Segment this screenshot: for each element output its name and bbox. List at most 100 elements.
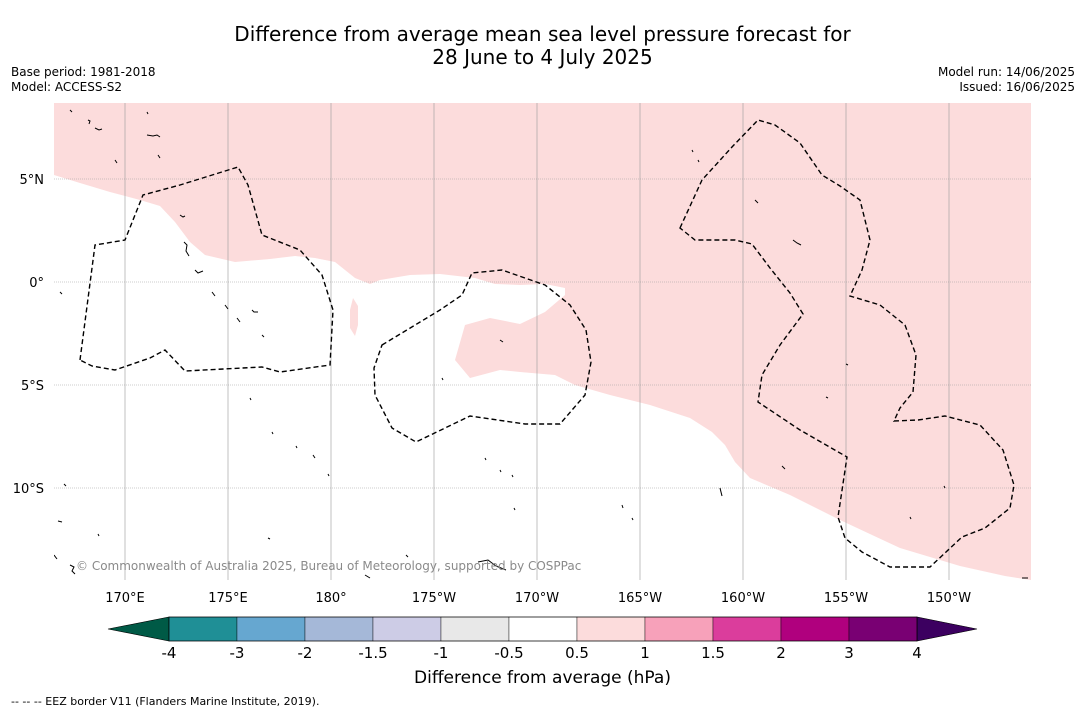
colorbar-bin: [848, 616, 918, 642]
island: [513, 507, 516, 511]
island: [719, 487, 723, 497]
colorbar-bin: [712, 616, 782, 642]
colorbar-tick-label: -1.5: [358, 644, 387, 662]
island: [157, 154, 161, 159]
colorbar-bin: [780, 616, 850, 642]
colorbar-bin: [236, 616, 306, 642]
island: [754, 199, 759, 204]
colorbar-bin: [576, 616, 646, 642]
island: [792, 239, 802, 246]
colorbar-tick-label: -1: [434, 644, 449, 662]
lon-label-165w: 165°W: [618, 591, 662, 606]
colorbar-bin: [372, 616, 442, 642]
lat-label-5s: 5°S: [21, 379, 44, 394]
island: [825, 396, 829, 399]
lon-label-180: 180°: [315, 591, 346, 606]
island: [63, 483, 67, 487]
island: [511, 474, 514, 478]
island: [441, 377, 444, 381]
base-period: Base period: 1981-2018: [11, 65, 156, 79]
island: [295, 445, 298, 449]
island: [621, 504, 624, 509]
island: [781, 465, 786, 470]
lat-label-10s: 10°S: [13, 482, 44, 497]
colorbar-title: Difference from average (hPa): [414, 668, 671, 688]
island: [97, 533, 100, 537]
island: [179, 214, 186, 218]
chart-title-line2: 28 June to 4 July 2025: [432, 45, 653, 69]
anomaly-region: [54, 103, 1031, 580]
island: [845, 363, 849, 366]
colorbar-bin: [168, 616, 238, 642]
island: [691, 149, 694, 153]
island: [94, 127, 103, 131]
issued-date: Issued: 16/06/2025: [959, 80, 1075, 94]
lon-label-160w: 160°W: [721, 591, 765, 606]
lat-label-5n: 5°N: [20, 173, 45, 188]
colorbar-tick-label: -3: [230, 644, 245, 662]
lat-label-0: 0°: [29, 276, 44, 291]
colorbar-tick-label: 1.5: [701, 644, 725, 662]
island: [236, 317, 241, 323]
colorbar-tick-label: 1: [640, 644, 650, 662]
eez-footnote: -- -- -- EEZ border V11 (Flanders Marine…: [11, 695, 320, 708]
copyright-notice: © Commonwealth of Australia 2025, Bureau…: [76, 559, 582, 573]
island: [697, 159, 700, 163]
island: [312, 454, 316, 459]
island: [364, 574, 371, 579]
island: [327, 473, 330, 477]
island: [87, 119, 91, 125]
eez-border-tuvalu: [79, 166, 334, 373]
island: [267, 537, 271, 540]
colorbar-tick-label: 3: [844, 644, 854, 662]
model-run-date: Model run: 14/06/2025: [937, 65, 1075, 79]
colorbar-tick-label: 2: [776, 644, 786, 662]
island: [251, 309, 258, 313]
island: [54, 554, 58, 560]
eez-border-kiribati-line: [679, 119, 1015, 568]
colorbar-tick-label: 4: [912, 644, 922, 662]
model-name: Model: ACCESS-S2: [11, 80, 123, 94]
island: [194, 269, 204, 274]
island: [249, 397, 252, 401]
anomaly-island-region: [350, 298, 358, 336]
chart-title-line1: Difference from average mean sea level p…: [234, 22, 851, 46]
island: [211, 291, 216, 297]
island: [146, 111, 149, 115]
island: [484, 457, 487, 461]
island: [631, 517, 634, 521]
colorbar-bin: [440, 616, 510, 642]
colorbar-frame: [168, 616, 918, 642]
eez-border-tokelau: [373, 269, 592, 443]
island: [69, 109, 73, 113]
island: [183, 241, 190, 257]
lon-label-170e: 170°E: [105, 591, 145, 606]
colorbar-tick-label: -4: [162, 644, 177, 662]
colorbar-bin: [508, 616, 578, 642]
island: [477, 559, 507, 571]
colorbar-tick-label: -0.5: [494, 644, 523, 662]
lon-label-175w: 175°W: [412, 591, 456, 606]
colorbar-bin: [304, 616, 374, 642]
island: [114, 159, 118, 164]
colorbar-high-extend: [916, 616, 978, 642]
lon-label-150w: 150°W: [927, 591, 971, 606]
lon-label-170w: 170°W: [515, 591, 559, 606]
island: [909, 516, 912, 520]
lon-label-155w: 155°W: [824, 591, 868, 606]
colorbar-bin: [644, 616, 714, 642]
island: [261, 334, 265, 338]
island: [943, 485, 946, 489]
island: [59, 291, 63, 295]
island: [499, 469, 502, 473]
island: [224, 304, 229, 310]
island: [146, 134, 161, 138]
lon-label-175e: 175°E: [208, 591, 248, 606]
colorbar-tick-label: -2: [298, 644, 313, 662]
island: [499, 339, 504, 343]
island: [405, 554, 409, 558]
island: [69, 564, 76, 575]
colorbar-low-extend: [107, 616, 170, 642]
